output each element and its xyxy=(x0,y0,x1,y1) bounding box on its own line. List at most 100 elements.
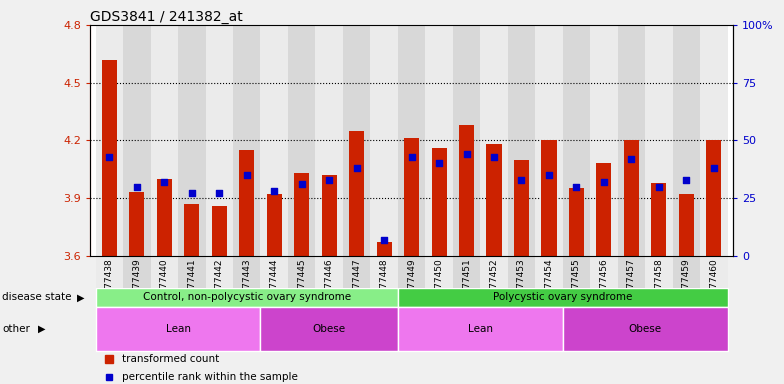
Bar xyxy=(706,141,721,256)
Text: GSM277439: GSM277439 xyxy=(132,258,141,313)
Bar xyxy=(459,125,474,256)
Text: GSM277445: GSM277445 xyxy=(297,258,307,313)
Point xyxy=(213,190,226,197)
Bar xyxy=(453,25,481,256)
Text: GSM277460: GSM277460 xyxy=(710,258,718,313)
Text: GSM277457: GSM277457 xyxy=(627,258,636,313)
Bar xyxy=(370,25,397,256)
Text: transformed count: transformed count xyxy=(122,354,220,364)
Bar xyxy=(267,194,281,256)
Bar xyxy=(563,256,590,307)
Text: GDS3841 / 241382_at: GDS3841 / 241382_at xyxy=(90,10,243,24)
Bar xyxy=(508,256,535,307)
Bar xyxy=(151,25,178,256)
Point xyxy=(296,181,308,187)
Bar xyxy=(178,25,205,256)
Bar xyxy=(645,256,673,307)
Text: percentile rank within the sample: percentile rank within the sample xyxy=(122,372,298,382)
Bar xyxy=(288,256,315,307)
Bar xyxy=(151,256,178,307)
Bar xyxy=(288,25,315,256)
Text: GSM277459: GSM277459 xyxy=(682,258,691,313)
Text: GSM277441: GSM277441 xyxy=(187,258,196,313)
Bar xyxy=(397,256,426,307)
Point xyxy=(158,179,171,185)
Bar xyxy=(321,175,337,256)
Point xyxy=(186,190,198,197)
Text: disease state: disease state xyxy=(2,292,72,302)
Point xyxy=(433,161,445,167)
Bar xyxy=(96,307,260,351)
Bar xyxy=(178,256,205,307)
Text: GSM277449: GSM277449 xyxy=(407,258,416,313)
Point xyxy=(597,179,610,185)
Bar xyxy=(397,25,426,256)
Bar xyxy=(370,256,397,307)
Bar xyxy=(315,256,343,307)
Bar xyxy=(397,307,563,351)
Text: Lean: Lean xyxy=(468,324,493,334)
Bar xyxy=(590,25,618,256)
Text: GSM277442: GSM277442 xyxy=(215,258,223,313)
Bar xyxy=(486,144,502,256)
Text: GSM277451: GSM277451 xyxy=(462,258,471,313)
Bar xyxy=(673,25,700,256)
Point xyxy=(268,188,281,194)
Text: GSM277456: GSM277456 xyxy=(600,258,608,313)
Bar xyxy=(294,173,309,256)
Bar xyxy=(233,256,260,307)
Bar xyxy=(102,60,117,256)
Text: GSM277447: GSM277447 xyxy=(352,258,361,313)
Bar xyxy=(618,256,645,307)
Text: ▶: ▶ xyxy=(38,324,46,334)
Text: other: other xyxy=(2,324,31,334)
Text: GSM277440: GSM277440 xyxy=(160,258,169,313)
Point xyxy=(405,154,418,160)
Bar xyxy=(343,256,370,307)
Text: GSM277446: GSM277446 xyxy=(325,258,334,313)
Bar xyxy=(652,183,666,256)
Bar xyxy=(481,256,508,307)
Text: GSM277450: GSM277450 xyxy=(434,258,444,313)
Bar xyxy=(679,194,694,256)
Bar xyxy=(349,131,365,256)
Text: GSM277448: GSM277448 xyxy=(379,258,389,313)
Bar xyxy=(563,307,728,351)
Text: GSM277444: GSM277444 xyxy=(270,258,279,313)
Text: GSM277438: GSM277438 xyxy=(105,258,114,313)
Point xyxy=(460,151,473,157)
Text: Obese: Obese xyxy=(313,324,346,334)
Bar xyxy=(205,256,233,307)
Point xyxy=(570,184,583,190)
Bar xyxy=(508,25,535,256)
Point xyxy=(378,237,390,243)
Point xyxy=(241,172,253,178)
Bar xyxy=(700,25,728,256)
Bar xyxy=(205,25,233,256)
Bar xyxy=(569,189,584,256)
Bar xyxy=(542,141,557,256)
Bar xyxy=(157,179,172,256)
Bar xyxy=(431,148,447,256)
Point xyxy=(680,177,692,183)
Bar xyxy=(343,25,370,256)
Bar xyxy=(481,25,508,256)
Point xyxy=(131,184,143,190)
Bar xyxy=(453,256,481,307)
Bar xyxy=(426,25,453,256)
Point xyxy=(515,177,528,183)
Text: GSM277452: GSM277452 xyxy=(489,258,499,313)
Text: ▶: ▶ xyxy=(77,292,85,302)
Bar xyxy=(184,204,199,256)
Bar xyxy=(260,25,288,256)
Bar xyxy=(404,139,419,256)
Bar xyxy=(514,160,529,256)
Text: GSM277454: GSM277454 xyxy=(544,258,554,313)
Bar xyxy=(123,256,151,307)
Text: Lean: Lean xyxy=(165,324,191,334)
Bar xyxy=(618,25,645,256)
Point xyxy=(488,154,500,160)
Text: Obese: Obese xyxy=(629,324,662,334)
Text: GSM277443: GSM277443 xyxy=(242,258,251,313)
Bar xyxy=(624,141,639,256)
